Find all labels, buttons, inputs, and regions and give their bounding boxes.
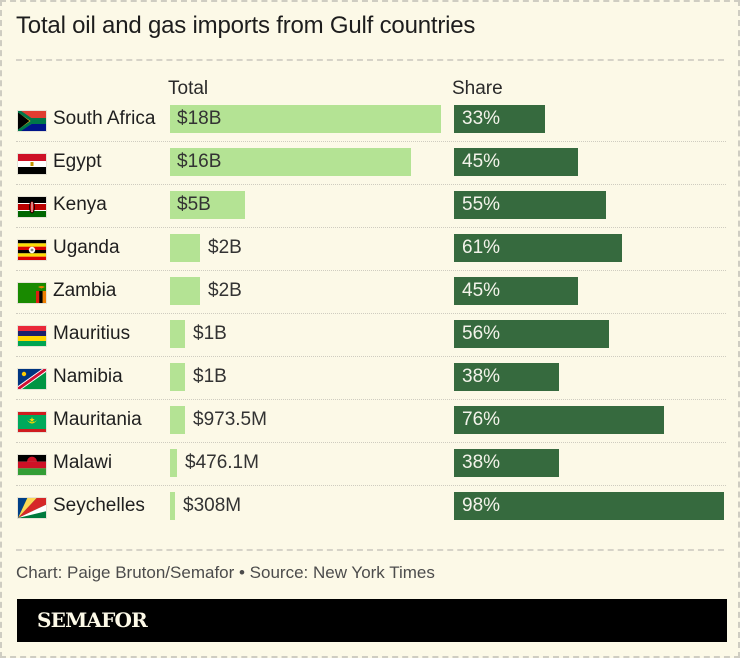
- title-divider: [16, 59, 724, 61]
- total-bar: [170, 320, 185, 348]
- share-bar: [454, 449, 559, 477]
- share-value-label: 76%: [462, 409, 501, 430]
- chart-row: Kenya $5B 55%: [16, 187, 726, 230]
- chart-row: Malawi $476.1M 38%: [16, 445, 726, 488]
- chart-row: Mauritania $973.5M 76%: [16, 402, 726, 445]
- total-value-label: $2B: [208, 280, 242, 301]
- share-value-label: 38%: [462, 452, 501, 473]
- column-header-share: Share: [452, 78, 503, 99]
- country-label: Seychelles: [53, 495, 145, 516]
- total-bar: [170, 191, 245, 219]
- share-value-label: 55%: [462, 194, 501, 215]
- chart-row: Mauritius $1B 56%: [16, 316, 726, 359]
- uganda-flag-icon: [18, 240, 46, 260]
- total-bar: [170, 406, 185, 434]
- country-label: Namibia: [53, 366, 123, 387]
- chart-title: Total oil and gas imports from Gulf coun…: [16, 12, 476, 39]
- share-bar: [454, 492, 724, 520]
- namibia-flag-icon: [18, 369, 46, 389]
- share-value-label: 38%: [462, 366, 501, 387]
- share-value-label: 56%: [462, 323, 501, 344]
- total-value-label: $2B: [208, 237, 242, 258]
- share-value-label: 45%: [462, 280, 501, 301]
- total-value-label: $308M: [183, 495, 242, 516]
- country-label: South Africa: [53, 108, 156, 129]
- total-value-label: $16B: [177, 151, 222, 172]
- total-value-label: $5B: [177, 194, 211, 215]
- semafor-logo: SEMAFOR: [37, 608, 148, 632]
- seychelles-flag-icon: [18, 498, 46, 518]
- share-bar: [454, 105, 545, 133]
- row-divider: [16, 184, 726, 185]
- south-africa-flag-icon: [18, 111, 46, 131]
- chart-row: Zambia $2B 45%: [16, 273, 726, 316]
- country-label: Malawi: [53, 452, 113, 473]
- total-bar: [170, 492, 175, 520]
- chart-row: Seychelles $308M 98%: [16, 488, 726, 531]
- row-divider: [16, 270, 726, 271]
- chart-row: Namibia $1B 38%: [16, 359, 726, 402]
- share-bar: [454, 363, 559, 391]
- total-value-label: $1B: [193, 366, 227, 387]
- chart-credit: Chart: Paige Bruton/Semafor • Source: Ne…: [16, 563, 435, 582]
- row-divider: [16, 399, 726, 400]
- chart-row: Uganda $2B 61%: [16, 230, 726, 273]
- share-bar: [454, 234, 622, 262]
- country-label: Zambia: [53, 280, 117, 301]
- total-bar: [170, 105, 441, 133]
- footer-divider: [16, 549, 724, 551]
- total-value-label: $1B: [193, 323, 227, 344]
- share-bar: [454, 191, 606, 219]
- country-label: Mauritania: [53, 409, 142, 430]
- mauritania-flag-icon: [18, 412, 46, 432]
- egypt-flag-icon: [18, 154, 46, 174]
- share-bar: [454, 406, 664, 434]
- share-value-label: 33%: [462, 108, 501, 129]
- row-divider: [16, 227, 726, 228]
- country-label: Mauritius: [53, 323, 131, 344]
- total-value-label: $973.5M: [193, 409, 267, 430]
- zambia-flag-icon: [18, 283, 46, 303]
- share-bar: [454, 148, 578, 176]
- country-label: Egypt: [53, 151, 102, 172]
- total-bar: [170, 234, 200, 262]
- total-value-label: $476.1M: [185, 452, 259, 473]
- total-bar: [170, 449, 177, 477]
- row-divider: [16, 313, 726, 314]
- share-bar: [454, 320, 609, 348]
- row-divider: [16, 485, 726, 486]
- share-value-label: 98%: [462, 495, 501, 516]
- column-header-total: Total: [168, 78, 209, 99]
- chart-row: Egypt $16B 45%: [16, 144, 726, 187]
- brand-bar: SEMAFOR: [17, 599, 727, 642]
- total-bar: [170, 277, 200, 305]
- row-divider: [16, 141, 726, 142]
- kenya-flag-icon: [18, 197, 46, 217]
- share-value-label: 61%: [462, 237, 501, 258]
- chart-row: South Africa $18B 33%: [16, 101, 726, 144]
- share-bar: [454, 277, 578, 305]
- country-label: Kenya: [53, 194, 107, 215]
- mauritius-flag-icon: [18, 326, 46, 346]
- total-bar: [170, 148, 411, 176]
- country-label: Uganda: [53, 237, 120, 258]
- total-value-label: $18B: [177, 108, 222, 129]
- row-divider: [16, 356, 726, 357]
- total-bar: [170, 363, 185, 391]
- malawi-flag-icon: [18, 455, 46, 475]
- row-divider: [16, 442, 726, 443]
- share-value-label: 45%: [462, 151, 501, 172]
